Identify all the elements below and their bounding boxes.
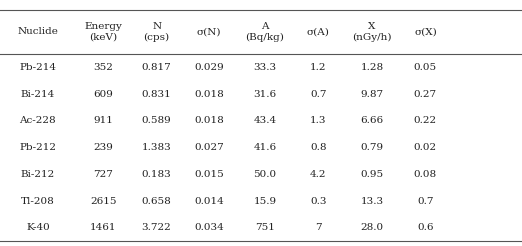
Text: 1.3: 1.3	[310, 116, 327, 125]
Text: σ(X): σ(X)	[414, 28, 437, 36]
Text: 0.02: 0.02	[414, 143, 437, 152]
Text: 0.831: 0.831	[142, 90, 171, 99]
Text: Tl-208: Tl-208	[21, 197, 55, 205]
Text: 9.87: 9.87	[360, 90, 384, 99]
Text: 0.034: 0.034	[194, 223, 223, 232]
Text: Bi-212: Bi-212	[21, 170, 55, 179]
Text: 0.018: 0.018	[194, 90, 223, 99]
Text: 50.0: 50.0	[253, 170, 277, 179]
Text: 43.4: 43.4	[253, 116, 277, 125]
Text: Bi-214: Bi-214	[21, 90, 55, 99]
Text: Pb-214: Pb-214	[19, 63, 56, 72]
Text: A
(Bq/kg): A (Bq/kg)	[245, 22, 284, 42]
Text: 3.722: 3.722	[142, 223, 171, 232]
Text: 15.9: 15.9	[253, 197, 277, 205]
Text: 1.28: 1.28	[360, 63, 384, 72]
Text: 0.79: 0.79	[360, 143, 384, 152]
Text: 28.0: 28.0	[360, 223, 384, 232]
Text: Energy
(keV): Energy (keV)	[84, 22, 122, 42]
Text: 239: 239	[93, 143, 113, 152]
Text: 0.22: 0.22	[414, 116, 437, 125]
Text: 13.3: 13.3	[360, 197, 384, 205]
Text: 0.3: 0.3	[310, 197, 327, 205]
Text: 0.014: 0.014	[194, 197, 223, 205]
Text: 1461: 1461	[90, 223, 116, 232]
Text: 0.015: 0.015	[194, 170, 223, 179]
Text: 7: 7	[315, 223, 322, 232]
Text: 0.27: 0.27	[414, 90, 437, 99]
Text: 0.658: 0.658	[142, 197, 171, 205]
Text: 0.027: 0.027	[194, 143, 223, 152]
Text: Nuclide: Nuclide	[17, 28, 58, 36]
Text: 0.589: 0.589	[142, 116, 171, 125]
Text: 2615: 2615	[90, 197, 116, 205]
Text: Pb-212: Pb-212	[19, 143, 56, 152]
Text: 609: 609	[93, 90, 113, 99]
Text: 33.3: 33.3	[253, 63, 277, 72]
Text: X
(nGy/h): X (nGy/h)	[352, 22, 392, 42]
Text: K-40: K-40	[26, 223, 50, 232]
Text: 0.08: 0.08	[414, 170, 437, 179]
Text: 0.05: 0.05	[414, 63, 437, 72]
Text: 0.817: 0.817	[142, 63, 171, 72]
Text: 0.8: 0.8	[310, 143, 327, 152]
Text: 0.029: 0.029	[194, 63, 223, 72]
Text: 0.7: 0.7	[310, 90, 327, 99]
Text: 727: 727	[93, 170, 113, 179]
Text: 0.183: 0.183	[142, 170, 171, 179]
Text: σ(N): σ(N)	[197, 28, 221, 36]
Text: 0.018: 0.018	[194, 116, 223, 125]
Text: 751: 751	[255, 223, 275, 232]
Text: 352: 352	[93, 63, 113, 72]
Text: 4.2: 4.2	[310, 170, 327, 179]
Text: 6.66: 6.66	[360, 116, 384, 125]
Text: 41.6: 41.6	[253, 143, 277, 152]
Text: N
(cps): N (cps)	[144, 22, 170, 42]
Text: σ(A): σ(A)	[307, 28, 330, 36]
Text: 1.383: 1.383	[142, 143, 171, 152]
Text: 31.6: 31.6	[253, 90, 277, 99]
Text: 0.7: 0.7	[417, 197, 434, 205]
Text: 911: 911	[93, 116, 113, 125]
Text: 0.95: 0.95	[360, 170, 384, 179]
Text: Ac-228: Ac-228	[19, 116, 56, 125]
Text: 1.2: 1.2	[310, 63, 327, 72]
Text: 0.6: 0.6	[417, 223, 434, 232]
